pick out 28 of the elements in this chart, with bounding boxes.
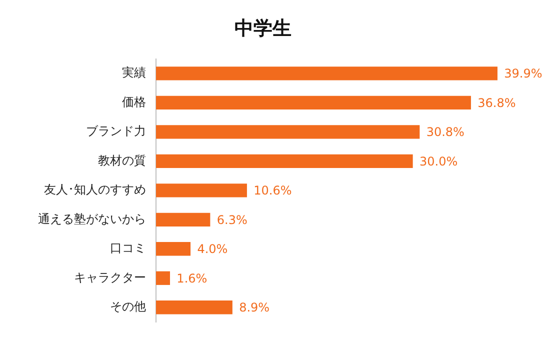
y-tick-label: 価格 bbox=[122, 94, 146, 109]
y-tick-label: 教材の質 bbox=[98, 153, 146, 168]
y-tick-label: 通える塾がないから bbox=[38, 212, 146, 226]
data-label: 10.6% bbox=[254, 184, 292, 198]
y-tick-label: 実績 bbox=[122, 66, 146, 80]
bar bbox=[156, 125, 420, 139]
bar bbox=[156, 96, 471, 110]
data-label: 4.0% bbox=[197, 242, 228, 256]
bar bbox=[156, 300, 232, 314]
bar bbox=[156, 242, 191, 256]
y-tick-label: ブランド力 bbox=[86, 124, 146, 138]
y-tick-label: 友人･知人のすすめ bbox=[44, 182, 146, 197]
bar bbox=[156, 184, 247, 198]
y-tick-label: 口コミ bbox=[110, 241, 146, 256]
chart-title: 中学生 bbox=[234, 17, 292, 40]
bar bbox=[156, 212, 210, 226]
y-tick-label: その他 bbox=[110, 300, 146, 314]
bar bbox=[156, 154, 413, 168]
data-label: 1.6% bbox=[176, 271, 208, 286]
data-label: 39.9% bbox=[504, 66, 542, 81]
data-label: 8.9% bbox=[239, 300, 270, 315]
data-label: 30.0% bbox=[420, 154, 458, 168]
bar bbox=[156, 271, 170, 285]
y-tick-label: キャラクター bbox=[74, 270, 146, 284]
bar bbox=[156, 66, 498, 80]
data-label: 36.8% bbox=[478, 96, 516, 110]
data-label: 6.3% bbox=[216, 212, 248, 227]
data-label: 30.8% bbox=[426, 125, 464, 140]
